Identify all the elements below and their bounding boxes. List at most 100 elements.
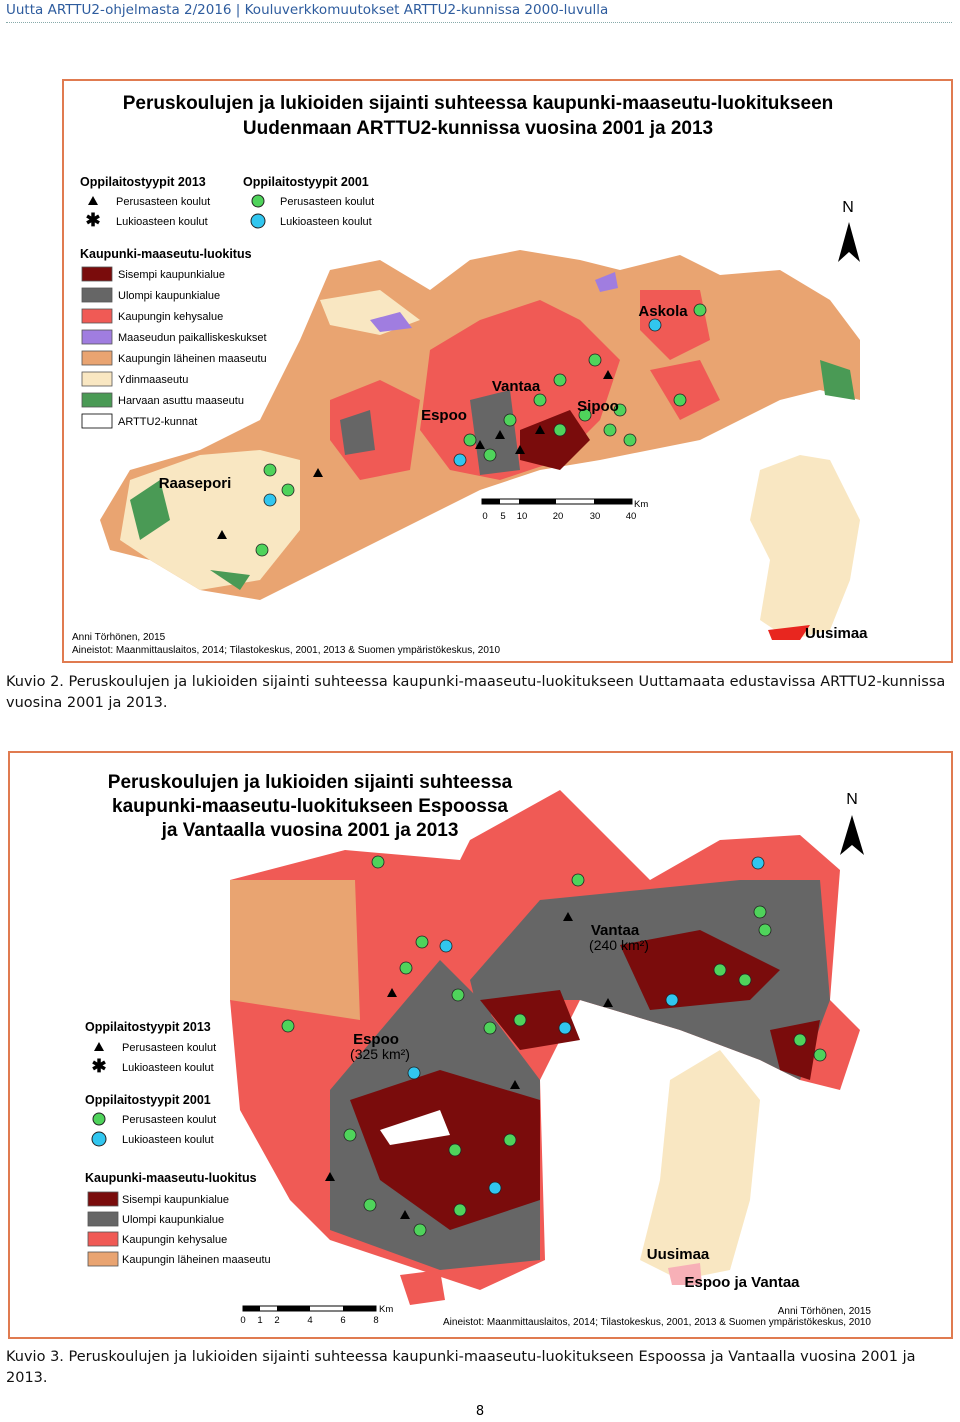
legend-item: Kaupungin läheinen maaseutu — [118, 353, 267, 365]
inset-label: Espoo ja Vantaa — [684, 1274, 800, 1291]
school-markers — [255, 303, 707, 557]
scale-label: 0 — [482, 511, 487, 522]
scale-label: 2 — [274, 1315, 279, 1326]
legend-item: Kaupungin kehysalue — [118, 311, 223, 323]
scale-label: 1 — [257, 1315, 262, 1326]
page-number: 8 — [475, 1404, 485, 1419]
legend-item: Perusasteen koulut — [116, 196, 210, 208]
legend-item: ARTTU2-kunnat — [118, 416, 197, 428]
figure-caption: Kuvio 2. Peruskoulujen ja lukioiden sija… — [6, 674, 946, 711]
region — [130, 480, 170, 540]
map-title: Peruskoulujen ja lukioiden sijainti suht… — [123, 93, 834, 114]
legend-heading: Oppilaitostyypit 2013 — [85, 1020, 211, 1034]
scale-label: 5 — [500, 511, 505, 522]
header-rule — [6, 22, 952, 23]
legend-swatches — [87, 1191, 119, 1267]
scale-bar — [242, 1305, 377, 1312]
place-label: Sipoo — [577, 398, 619, 415]
region — [230, 880, 360, 1020]
legend-item: Sisempi kaupunkialue — [118, 269, 225, 281]
region — [595, 272, 618, 292]
figure-caption: Kuvio 3. Peruskoulujen ja lukioiden sija… — [6, 1349, 916, 1386]
figure-2-map: ✱ — [8, 751, 953, 1339]
sources: Aineistot: Maanmittauslaitos, 2014; Tila… — [72, 645, 500, 656]
legend-heading: Kaupunki-maaseutu-luokitus — [85, 1171, 257, 1185]
inset-label: Uusimaa — [647, 1246, 710, 1263]
region — [400, 1270, 445, 1305]
place-label: Vantaa — [591, 922, 640, 939]
legend-item: Ulompi kaupunkialue — [118, 290, 220, 302]
legend-item: Perusasteen koulut — [122, 1042, 216, 1054]
school-markers — [281, 855, 827, 1237]
place-label: Espoo — [353, 1031, 399, 1048]
inset-finland — [640, 1050, 760, 1280]
north-arrow — [840, 815, 864, 855]
scale-label: 30 — [590, 511, 601, 522]
region — [640, 290, 710, 360]
region — [770, 1020, 820, 1080]
region — [330, 380, 420, 480]
legend-item: Ulompi kaupunkialue — [122, 1214, 224, 1226]
region — [210, 570, 250, 590]
legend-symbol: ✱ — [91, 1056, 106, 1076]
legend-item: Lukioasteen koulut — [122, 1062, 214, 1074]
region — [340, 410, 375, 455]
school-markers-2013 — [217, 370, 613, 539]
map-title: Peruskoulujen ja lukioiden sijainti suht… — [108, 772, 513, 793]
legend-item: Lukioasteen koulut — [122, 1134, 214, 1146]
scale-label: 20 — [553, 511, 564, 522]
scale-bar — [481, 498, 633, 505]
legend-symbol — [91, 1131, 107, 1147]
map-title: ja Vantaalla vuosina 2001 ja 2013 — [161, 820, 459, 841]
inset-finland — [750, 455, 860, 640]
scale-label: 40 — [626, 511, 637, 522]
region — [370, 312, 412, 332]
north-arrow — [838, 222, 860, 262]
place-area: (240 km²) — [589, 937, 649, 953]
scale-unit: Km — [634, 499, 648, 510]
inset-uusimaa — [668, 1263, 702, 1285]
region — [520, 410, 590, 470]
legend-item: Kaupungin kehysalue — [122, 1234, 227, 1246]
sources: Aineistot: Maanmittauslaitos, 2014; Tila… — [443, 1317, 871, 1328]
legend-item: Lukioasteen koulut — [280, 216, 372, 228]
region — [480, 990, 580, 1050]
scale-label: 6 — [340, 1315, 345, 1326]
legend-item: Lukioasteen koulut — [116, 216, 208, 228]
region — [470, 390, 520, 475]
place-label: Askola — [638, 303, 688, 320]
inset-label: Uusimaa — [805, 625, 868, 642]
author: Anni Törhönen, 2015 — [778, 1306, 872, 1317]
scale-label: 8 — [373, 1315, 378, 1326]
place-label: Espoo — [421, 407, 467, 424]
north-label: N — [846, 791, 858, 808]
region — [120, 450, 300, 590]
map-title: Uudenmaan ARTTU2-kunnissa vuosina 2001 j… — [243, 118, 713, 139]
legend-symbol — [94, 1042, 104, 1051]
place-area: (325 km²) — [350, 1046, 410, 1062]
scale-label: 4 — [307, 1315, 312, 1326]
legend-item: Sisempi kaupunkialue — [122, 1194, 229, 1206]
legend-item: Kaupungin läheinen maaseutu — [122, 1254, 271, 1266]
region — [650, 360, 720, 420]
north-label: N — [842, 199, 854, 216]
place-label: Raasepori — [159, 475, 232, 492]
region — [820, 360, 855, 400]
scale-unit: Km — [379, 1304, 393, 1315]
region — [620, 930, 780, 1010]
legend-item: Maaseudun paikalliskeskukset — [118, 332, 267, 344]
legend-symbol: ✱ — [85, 210, 100, 230]
legend-item: Ydinmaaseutu — [118, 374, 188, 386]
scale-label: 10 — [517, 511, 528, 522]
legend-heading: Oppilaitostyypit 2001 — [85, 1093, 211, 1107]
legend-symbol — [92, 1112, 106, 1126]
legend-item: Perusasteen koulut — [280, 196, 374, 208]
inset-uusimaa — [768, 625, 810, 640]
lake — [380, 1110, 450, 1145]
running-header: Uutta ARTTU2-ohjelmasta 2/2016 | Kouluve… — [6, 2, 609, 18]
legend-heading: Oppilaitostyypit 2013 — [80, 175, 206, 189]
figure-1-map: ✱ — [62, 79, 953, 663]
scale-label: 0 — [240, 1315, 245, 1326]
